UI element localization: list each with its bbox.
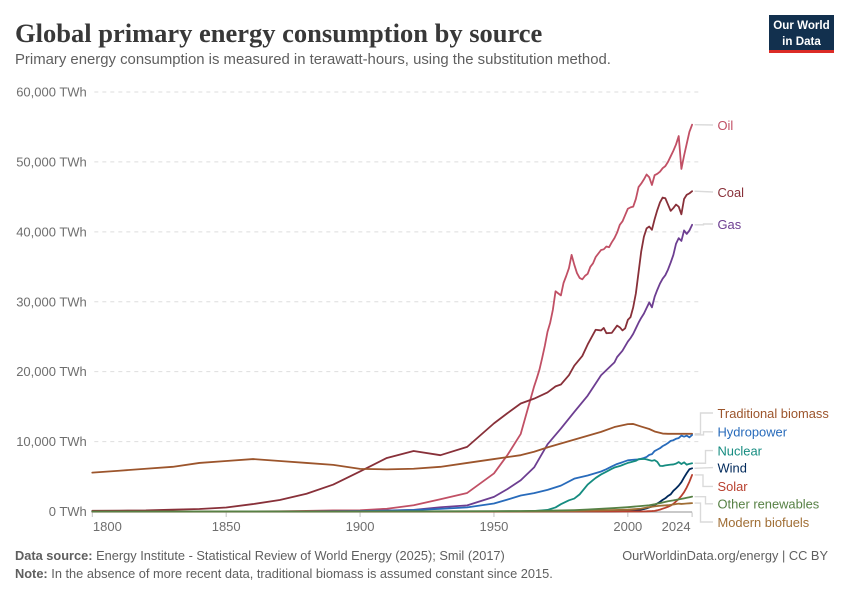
- note-label: Note:: [15, 566, 48, 581]
- x-axis: 1800 1850 1900 1950 2000 2024: [91, 511, 693, 534]
- label-connector: [694, 449, 713, 464]
- series-lines[interactable]: [91, 123, 693, 513]
- line-chart[interactable]: 0 TWh 10,000 TWh 20,000 TWh 30,000 TWh 40,00…: [0, 0, 850, 550]
- note-line: Note: In the absence of more recent data…: [15, 565, 553, 583]
- owid-logo-line1: Our World: [773, 18, 830, 32]
- y-tick-label: 60,000 TWh: [16, 85, 87, 100]
- label-connector: [694, 466, 714, 469]
- owid-logo-line2: in Data: [782, 34, 821, 48]
- owid-logo: Our World in Data: [769, 15, 834, 53]
- series-label-solar: Solar: [718, 479, 749, 494]
- series-label-traditional-biomass: Traditional biomass: [718, 406, 829, 421]
- series-line-traditional-biomass[interactable]: [91, 423, 693, 474]
- page-subtitle: Primary energy consumption is measured i…: [15, 51, 611, 68]
- series-line-gas[interactable]: [91, 223, 693, 513]
- label-connector: [694, 431, 713, 436]
- series-line-oil[interactable]: [91, 123, 693, 513]
- series-label-oil: Oil: [718, 118, 734, 133]
- label-connector: [694, 190, 714, 193]
- series-label-other-renewables: Other renewables: [718, 497, 820, 512]
- page-title: Global primary energy consumption by sou…: [15, 17, 543, 48]
- label-connector: [694, 474, 713, 488]
- label-connector: [694, 223, 713, 226]
- x-tick-label: 1800: [93, 519, 122, 534]
- x-tick-label: 2000: [613, 519, 642, 534]
- label-connector: [694, 495, 713, 505]
- chart-canvas[interactable]: 0 TWh 10,000 TWh 20,000 TWh 30,000 TWh 40,00…: [0, 0, 850, 545]
- series-label-nuclear: Nuclear: [718, 443, 763, 458]
- y-tick-label: 0 TWh: [49, 504, 87, 519]
- series-line-hydropower[interactable]: [91, 434, 693, 513]
- label-connector: [694, 412, 713, 435]
- series-label-modern-biofuels: Modern biofuels: [718, 515, 810, 530]
- y-tick-label: 40,000 TWh: [16, 224, 87, 239]
- series-label-hydropower: Hydropower: [718, 425, 788, 440]
- gridlines: [94, 91, 700, 443]
- y-tick-label: 30,000 TWh: [16, 294, 87, 309]
- y-tick-label: 10,000 TWh: [16, 434, 87, 449]
- data-source-line: Data source: Energy Institute - Statisti…: [15, 547, 505, 565]
- x-tick-label: 1900: [346, 519, 375, 534]
- series-label-coal: Coal: [718, 185, 745, 200]
- series-line-coal[interactable]: [91, 190, 693, 512]
- series-end-labels: Oil Coal Gas Traditional biomass Hydropower N…: [694, 118, 829, 530]
- label-connector: [694, 502, 713, 523]
- series-line-nuclear[interactable]: [91, 458, 693, 513]
- x-tick-label: 1950: [479, 519, 508, 534]
- series-label-gas: Gas: [718, 217, 742, 232]
- series-label-wind: Wind: [718, 460, 747, 475]
- data-source-text: Energy Institute - Statistical Review of…: [96, 548, 505, 563]
- series-line-other-renewables[interactable]: [91, 495, 693, 513]
- data-source-label: Data source:: [15, 548, 93, 563]
- y-axis-labels: 0 TWh 10,000 TWh 20,000 TWh 30,000 TWh 40,00…: [16, 85, 87, 520]
- x-tick-label: 2024: [662, 519, 691, 534]
- y-tick-label: 20,000 TWh: [16, 364, 87, 379]
- credit-line: OurWorldinData.org/energy | CC BY: [622, 548, 828, 563]
- series-line-solar[interactable]: [91, 474, 693, 513]
- x-tick-label: 1850: [212, 519, 241, 534]
- y-tick-label: 50,000 TWh: [16, 154, 87, 169]
- note-text: In the absence of more recent data, trad…: [51, 566, 553, 581]
